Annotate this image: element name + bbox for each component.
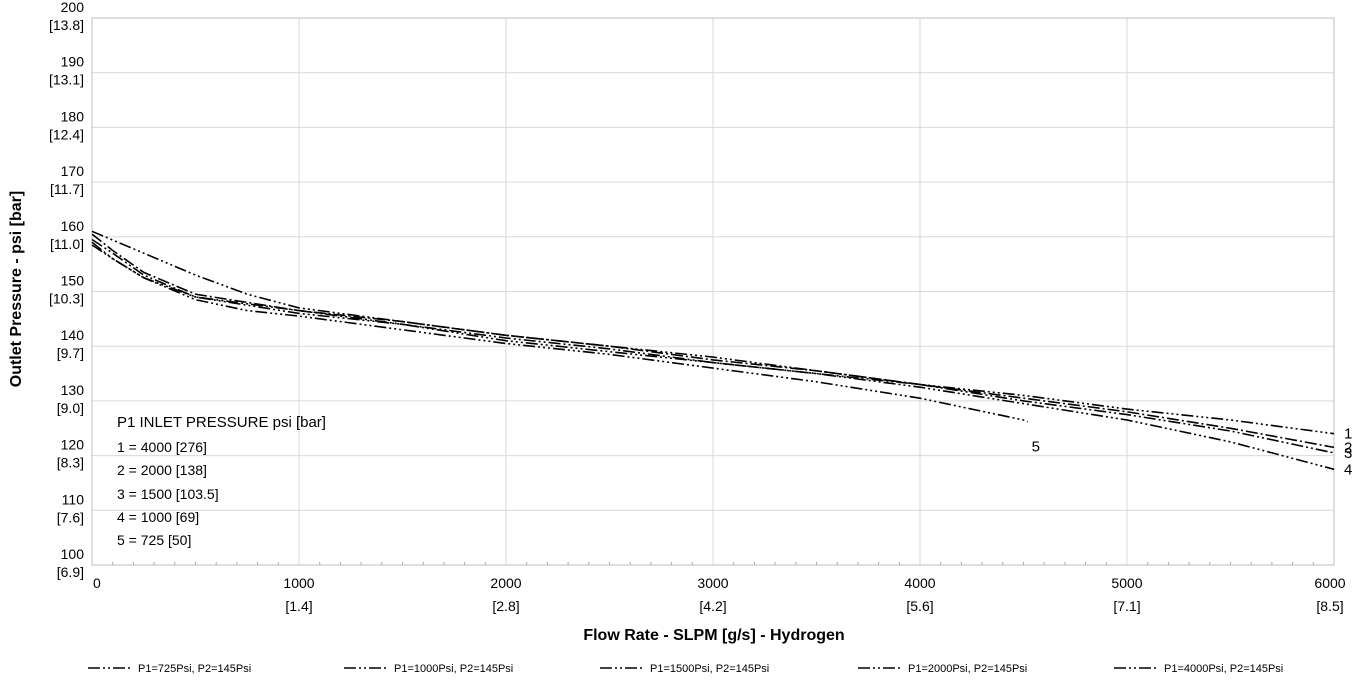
y-tick-sublabel: [8.3] xyxy=(57,455,84,471)
x-tick-sublabel: [8.5] xyxy=(1316,598,1343,614)
legend-label: P1=1500Psi, P2=145Psi xyxy=(650,663,769,675)
curve-label: 4 xyxy=(1344,461,1352,478)
y-tick-sublabel: [9.7] xyxy=(57,345,84,361)
y-tick-sublabel: [9.0] xyxy=(57,400,84,416)
series-line xyxy=(91,244,1335,471)
y-tick-label: 160 xyxy=(61,218,85,234)
y-axis-label: Outlet Pressure - psi [bar] xyxy=(8,191,25,388)
series-layer xyxy=(91,230,1335,471)
x-tick-label: 0 xyxy=(93,575,101,591)
y-tick-label: 150 xyxy=(61,273,85,289)
y-tick-label: 140 xyxy=(61,327,85,343)
series-line xyxy=(91,230,1335,435)
y-tick-label: 120 xyxy=(61,437,85,453)
x-tick-sublabel: [2.8] xyxy=(492,598,519,614)
y-tick-label: 200 xyxy=(61,0,85,15)
x-tick-sublabel: [7.1] xyxy=(1113,598,1140,614)
series-line xyxy=(91,241,1028,423)
legend-label: P1=1000Psi, P2=145Psi xyxy=(394,663,513,675)
y-tick-label: 110 xyxy=(62,491,85,507)
y-tick-label: 130 xyxy=(61,382,85,398)
y-tick-sublabel: [12.4] xyxy=(49,126,84,142)
y-tick-label: 170 xyxy=(61,163,85,179)
x-tick-label: 4000 xyxy=(904,575,935,591)
curve-label: 1 xyxy=(1344,426,1352,443)
series-line xyxy=(91,238,1335,454)
plot-frame xyxy=(91,17,1335,566)
annotation-line: 4 = 1000 [69] xyxy=(117,509,199,525)
x-tick-label: 1000 xyxy=(283,575,314,591)
grid-layer xyxy=(92,18,1334,565)
x-tick-label: 3000 xyxy=(697,575,728,591)
curve-label: 3 xyxy=(1344,445,1352,462)
legend-label: P1=2000Psi, P2=145Psi xyxy=(908,663,1027,675)
y-tick-sublabel: [10.3] xyxy=(49,291,84,307)
x-tick-sublabel: [1.4] xyxy=(285,598,312,614)
chart-legend: P1=725Psi, P2=145Psi P1=1000Psi, P2=145Ps… xyxy=(88,663,1283,675)
annotation-title: P1 INLET PRESSURE psi [bar] xyxy=(117,414,326,431)
curve-label: 5 xyxy=(1032,439,1040,456)
annotation-line: 5 = 725 [50] xyxy=(117,532,191,548)
x-axis-label: Flow Rate - SLPM [g/s] - Hydrogen xyxy=(583,627,844,644)
x-tick-sublabel: [5.6] xyxy=(906,598,933,614)
y-tick-label: 180 xyxy=(61,108,85,124)
y-tick-sublabel: [7.6] xyxy=(57,509,84,525)
x-tick-label: 5000 xyxy=(1111,575,1142,591)
y-tick-sublabel: [11.7] xyxy=(50,181,84,197)
x-tick-sublabel: [4.2] xyxy=(699,598,726,614)
series-line xyxy=(91,233,1335,449)
y-tick-label: 100 xyxy=(61,546,85,562)
y-tick-sublabel: [11.0] xyxy=(50,236,84,252)
inlet-pressure-annotation: P1 INLET PRESSURE psi [bar] 1 = 4000 [27… xyxy=(117,414,326,548)
y-tick-label: 190 xyxy=(61,54,85,70)
curve-label: 2 xyxy=(1344,439,1352,456)
y-tick-sublabel: [13.8] xyxy=(49,17,84,33)
y-tick-sublabel: [6.9] xyxy=(57,564,84,580)
legend-label: P1=4000Psi, P2=145Psi xyxy=(1164,663,1283,675)
annotation-line: 3 = 1500 [103.5] xyxy=(117,486,219,502)
annotation-line: 1 = 4000 [276] xyxy=(117,439,207,455)
annotation-line: 2 = 2000 [138] xyxy=(117,462,207,478)
tick-layer: 0 1000 [1.4] 2000 [2.8] 3000 [4.2] 4000 [5.6] 500… xyxy=(49,0,1346,614)
x-tick-label: 6000 xyxy=(1314,575,1345,591)
legend-label: P1=725Psi, P2=145Psi xyxy=(138,663,251,675)
y-tick-sublabel: [13.1] xyxy=(49,72,84,88)
x-tick-label: 2000 xyxy=(490,575,521,591)
